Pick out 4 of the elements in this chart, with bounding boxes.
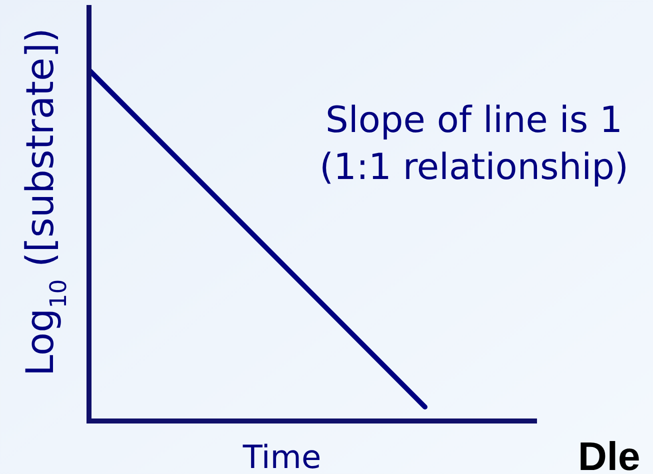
annotation: (1:1 relationship) [319, 147, 629, 188]
x-axis-title: Time [242, 438, 322, 474]
text: Dle [578, 435, 640, 474]
annotation: Slope of line is 1 [326, 100, 622, 141]
